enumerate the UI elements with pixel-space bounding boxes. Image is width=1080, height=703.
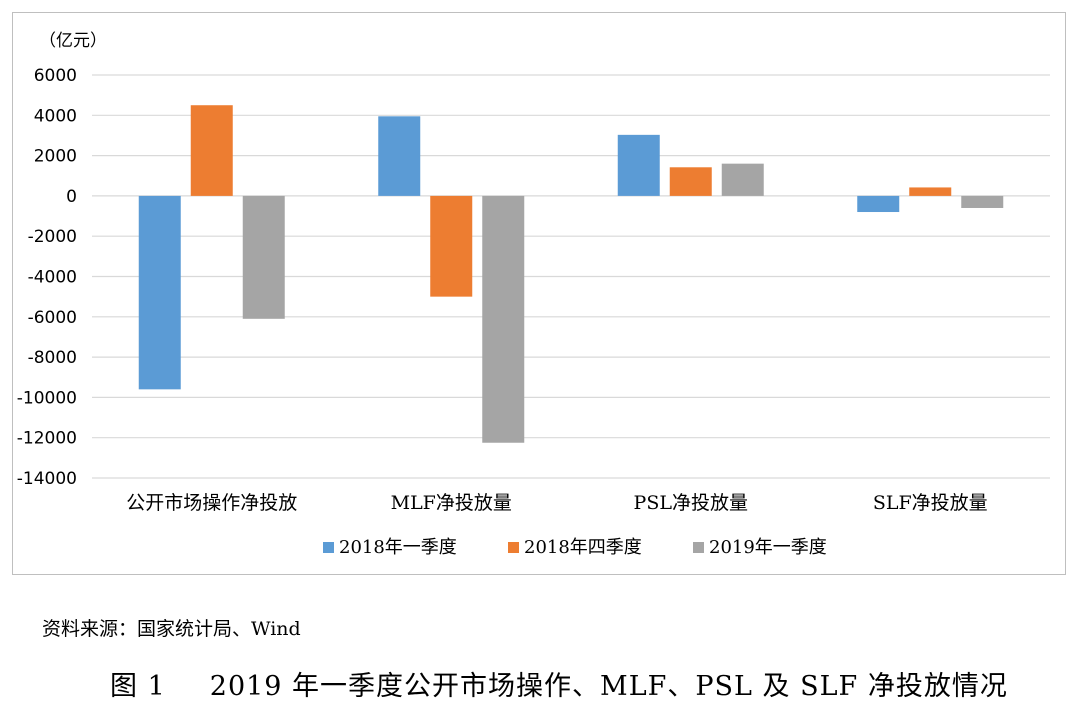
y-tick-label: 6000 bbox=[34, 66, 77, 86]
legend-label: 2018年一季度 bbox=[339, 537, 457, 558]
bar-chart: （亿元） 6000 4000 2000 0 -2000 -4000 -6000 -8000 -10… bbox=[17, 31, 1050, 558]
bar bbox=[909, 187, 952, 196]
bar bbox=[721, 163, 764, 196]
y-tick-label: -6000 bbox=[28, 308, 77, 328]
bar bbox=[190, 105, 233, 196]
bar bbox=[378, 116, 421, 196]
legend-swatch bbox=[693, 542, 704, 553]
y-tick-label: -12000 bbox=[17, 429, 77, 449]
bar bbox=[669, 167, 712, 196]
y-tick-label: -14000 bbox=[17, 469, 77, 489]
y-tick-label: -4000 bbox=[28, 268, 77, 288]
bar bbox=[857, 195, 900, 213]
legend-label: 2018年四季度 bbox=[524, 537, 642, 558]
bar bbox=[138, 195, 181, 390]
y-tick-label: 4000 bbox=[34, 106, 77, 126]
legend-label: 2019年一季度 bbox=[709, 537, 827, 558]
figure-number: 图 1 bbox=[110, 671, 166, 702]
x-category-label: PSL净投放量 bbox=[634, 492, 748, 514]
source-note: 资料来源：国家统计局、Wind bbox=[42, 618, 301, 640]
bar bbox=[482, 195, 525, 443]
bar bbox=[617, 134, 660, 196]
y-axis-unit-label: （亿元） bbox=[39, 31, 107, 51]
figure-caption: 图 1 2019 年一季度公开市场操作、MLF、PSL 及 SLF 净投放情况 bbox=[100, 664, 1008, 703]
bar bbox=[430, 195, 473, 297]
figure-title: 2019 年一季度公开市场操作、MLF、PSL 及 SLF 净投放情况 bbox=[209, 671, 1008, 702]
x-category-label: 公开市场操作净投放 bbox=[126, 492, 297, 514]
x-category-label: MLF净投放量 bbox=[391, 492, 512, 514]
bar bbox=[242, 195, 285, 319]
chart-frame: （亿元） 6000 4000 2000 0 -2000 -4000 -6000 -8000 -10… bbox=[12, 12, 1066, 575]
bar bbox=[961, 195, 1004, 208]
y-tick-label: 2000 bbox=[34, 147, 77, 167]
legend-swatch bbox=[323, 542, 334, 553]
x-category-label: SLF净投放量 bbox=[873, 492, 988, 514]
legend-swatch bbox=[508, 542, 519, 553]
y-tick-label: -2000 bbox=[28, 227, 77, 247]
y-tick-label: 0 bbox=[66, 187, 77, 207]
y-tick-label: -8000 bbox=[28, 348, 77, 368]
y-tick-label: -10000 bbox=[17, 388, 77, 408]
